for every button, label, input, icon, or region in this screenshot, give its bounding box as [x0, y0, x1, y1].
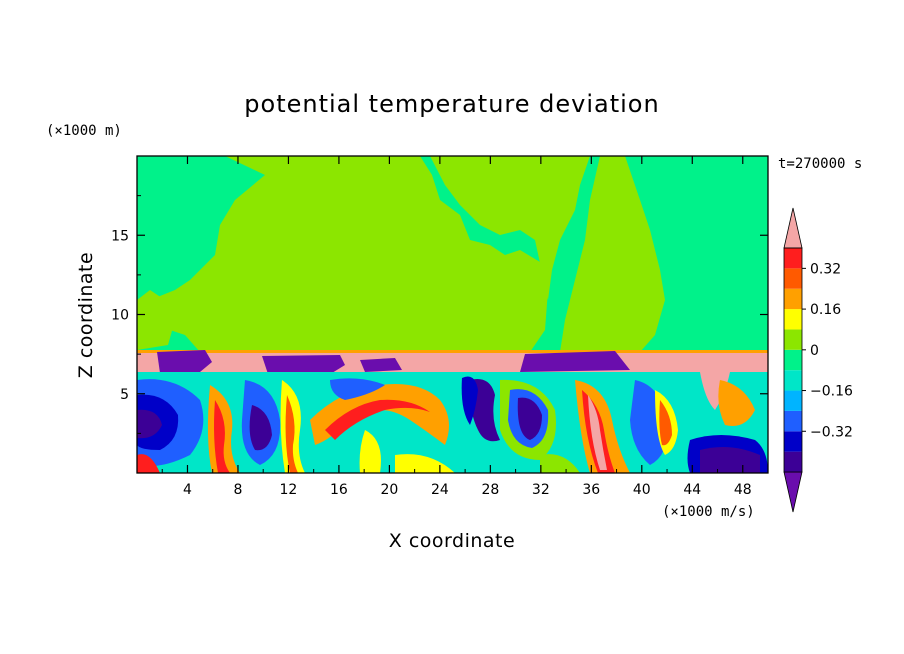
- colorbar-segment: [784, 451, 802, 472]
- cap-4: [520, 351, 630, 372]
- bottom-red-left: [137, 454, 160, 473]
- colorbar-tick-label: −0.32: [810, 424, 853, 440]
- y-axis-label: Z coordinate: [75, 252, 97, 378]
- x-tick-label: 4: [183, 482, 192, 498]
- x-tick-label: 44: [683, 482, 701, 498]
- plume-red-1-core: [214, 400, 230, 473]
- cap-3: [360, 358, 402, 372]
- plume-right: [560, 156, 665, 352]
- inversion-band: [137, 353, 768, 373]
- colorbar-segment: [784, 268, 802, 289]
- blob-right-purple: [700, 446, 760, 473]
- colorbar-segment: [784, 390, 802, 411]
- blob-mid-purple: [249, 405, 272, 451]
- x-tick-label: 40: [633, 482, 651, 498]
- colorbar-segment: [784, 288, 802, 310]
- plume-mid: [430, 156, 590, 300]
- colorbar: 0.32 0.16 0 −0.16 −0.32: [783, 207, 853, 513]
- chart-title: potential temperature deviation: [244, 90, 659, 118]
- blob-center-blue: [330, 378, 385, 400]
- cap-1: [157, 350, 212, 373]
- y-tick-label: 15: [111, 228, 129, 244]
- x-tick-label: 24: [431, 482, 449, 498]
- x-tick-label: 36: [582, 482, 600, 498]
- swirl-red: [325, 399, 430, 440]
- colorbar-max-extension: [783, 207, 803, 249]
- x-unit-label: (×1000 m/s): [662, 504, 755, 520]
- colorbar-min-extension: [783, 471, 803, 513]
- column-yellow: [359, 430, 381, 473]
- time-label: t=270000 s: [778, 156, 862, 172]
- colorbar-tick-label: −0.16: [810, 384, 853, 400]
- x-tick-label: 48: [734, 482, 752, 498]
- plume-red-2: [285, 395, 298, 473]
- x-tick-label: 12: [280, 482, 298, 498]
- colorbar-tick-label: 0.32: [810, 261, 841, 277]
- heatmap-field: [137, 156, 768, 473]
- colorbar-segment: [784, 410, 802, 432]
- colorbar-frame: [783, 247, 803, 473]
- x-axis: 4 8 12 16 20 24 28 32 36 40 44 48: [161, 156, 752, 498]
- x-tick-label: 32: [532, 482, 550, 498]
- x-tick-label: 16: [330, 482, 348, 498]
- cap-2: [262, 355, 345, 374]
- plume-r2-pink: [588, 395, 607, 470]
- blob-left-purple: [137, 409, 162, 439]
- colorbar-segment: [784, 349, 802, 371]
- colorbar-segment: [784, 431, 802, 452]
- y-tick-label: 10: [111, 308, 129, 324]
- y-axis: 5 10 15: [111, 195, 768, 434]
- plume-far-left: [137, 290, 175, 350]
- plume-left: [150, 156, 548, 352]
- x-tick-label: 28: [481, 482, 499, 498]
- x-tick-label: 20: [380, 482, 398, 498]
- column-navy: [461, 376, 478, 425]
- colorbar-segment: [784, 309, 802, 330]
- y-tick-label: 5: [120, 387, 129, 403]
- colorbar-segment: [784, 329, 802, 350]
- blob-r1-purple: [517, 397, 542, 440]
- y-unit-label: (×1000 m): [46, 123, 122, 139]
- colorbar-tick-label: 0.16: [810, 302, 841, 318]
- colorbar-segment: [784, 248, 802, 269]
- x-tick-label: 8: [233, 482, 242, 498]
- blob-r3-red: [659, 400, 672, 446]
- x-axis-label: X coordinate: [389, 530, 515, 552]
- inversion-top-orange: [137, 350, 768, 354]
- colorbar-segment: [784, 370, 802, 391]
- blob-right-orange: [718, 380, 755, 426]
- bottom-green-mid: [540, 454, 580, 473]
- colorbar-tick-label: 0: [810, 343, 819, 359]
